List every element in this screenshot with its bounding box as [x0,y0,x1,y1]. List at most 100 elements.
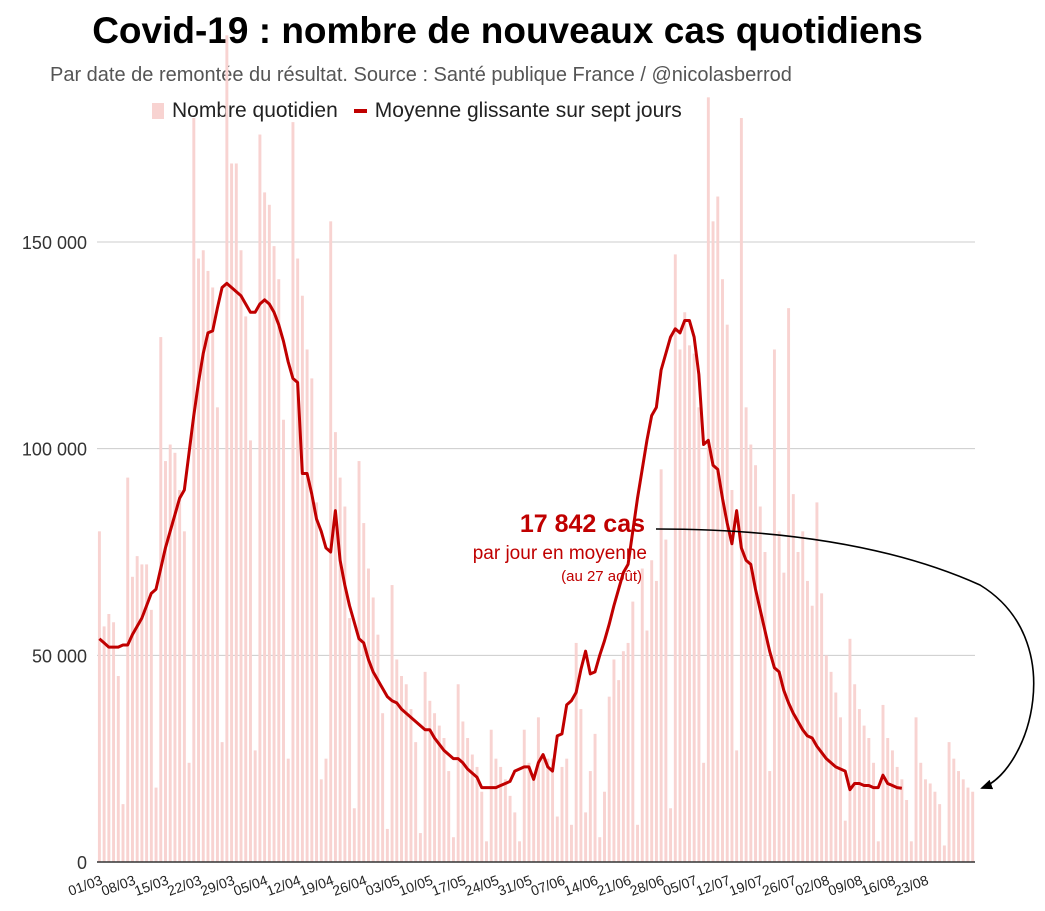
daily-bar [810,605,814,862]
daily-bar [112,622,116,862]
daily-bar [834,692,838,862]
daily-bar [173,452,177,862]
daily-bar [706,97,710,863]
daily-bar [352,808,356,862]
daily-bar [319,779,323,862]
daily-bar [565,758,569,862]
daily-bar [598,837,602,862]
daily-bar [513,812,517,862]
daily-bar [536,717,540,862]
x-tick-label: 23/08 [892,872,931,899]
daily-bar [584,812,588,862]
legend-line-label: Moyenne glissante sur sept jours [374,99,682,122]
daily-bar [107,614,111,862]
daily-bar [149,609,153,862]
y-tick-label: 100 000 [22,440,87,460]
daily-bar [116,676,120,862]
daily-bar [905,800,909,862]
daily-bar [485,841,488,862]
daily-bar [579,709,583,862]
daily-bar [815,502,819,862]
daily-bar [244,316,248,862]
daily-bar [442,738,446,862]
daily-bar [820,593,824,862]
daily-bar [664,539,668,862]
daily-bar [456,684,460,862]
daily-bar [933,791,937,862]
daily-bar [447,771,451,862]
daily-bar [433,713,437,862]
daily-bar [546,758,550,862]
daily-bar [503,779,507,862]
daily-bar [527,762,531,862]
daily-bar [291,122,295,863]
daily-bar [702,762,706,862]
daily-bar [234,163,238,862]
daily-bar [324,758,328,862]
daily-bar [97,531,101,862]
daily-bar [683,312,687,862]
moving-average-polyline [98,281,903,792]
daily-bar [362,523,366,862]
daily-bar [475,766,479,862]
daily-bar [697,407,701,862]
daily-bar [338,477,342,862]
daily-bar [711,221,715,863]
daily-bar [914,717,918,862]
daily-bar [758,506,762,862]
daily-bar [857,709,861,862]
daily-bar [461,721,465,862]
daily-bar [348,618,352,862]
daily-bar [282,419,285,862]
daily-bar [215,407,219,862]
daily-bar [763,552,767,862]
daily-bar [154,787,158,862]
daily-bar [617,680,621,862]
daily-bar [466,738,470,862]
daily-bar [603,791,606,862]
daily-bar [673,254,677,862]
daily-bar [966,787,970,862]
daily-bar [253,750,257,862]
daily-bar [725,324,729,863]
daily-bar [678,349,682,862]
daily-bar [494,758,498,862]
daily-bar [867,738,871,862]
annotation-arrow [655,528,1035,790]
daily-bar [890,750,894,862]
daily-bar [248,440,252,862]
daily-bar [305,349,309,862]
daily-bar [159,337,163,863]
daily-bar [791,494,795,862]
daily-bar [376,634,380,862]
daily-bar [508,795,512,862]
daily-bar [862,725,866,862]
legend-bar-label: Nombre quotidien [172,99,338,122]
daily-bar [772,349,776,862]
daily-bar [744,407,748,862]
daily-bar [400,676,403,862]
daily-bar [645,630,649,862]
daily-bar [876,841,880,862]
legend-bar-swatch [152,103,164,119]
daily-bar [730,490,734,862]
daily-bar [659,469,663,862]
daily-bar [636,824,639,862]
daily-bar [258,134,262,863]
daily-bar [607,696,611,862]
daily-bar [395,659,399,862]
daily-bar [574,642,578,862]
daily-bar [782,572,786,862]
daily-bar [872,762,876,862]
daily-bar [938,804,942,862]
daily-bar [140,564,144,862]
daily-bar [952,758,956,862]
y-tick-label: 0 [77,853,87,873]
daily-bar [404,684,408,862]
daily-bar [126,477,130,862]
daily-bar [739,118,743,862]
daily-bar [735,750,739,862]
daily-bar [168,444,172,862]
daily-bars [97,35,975,863]
